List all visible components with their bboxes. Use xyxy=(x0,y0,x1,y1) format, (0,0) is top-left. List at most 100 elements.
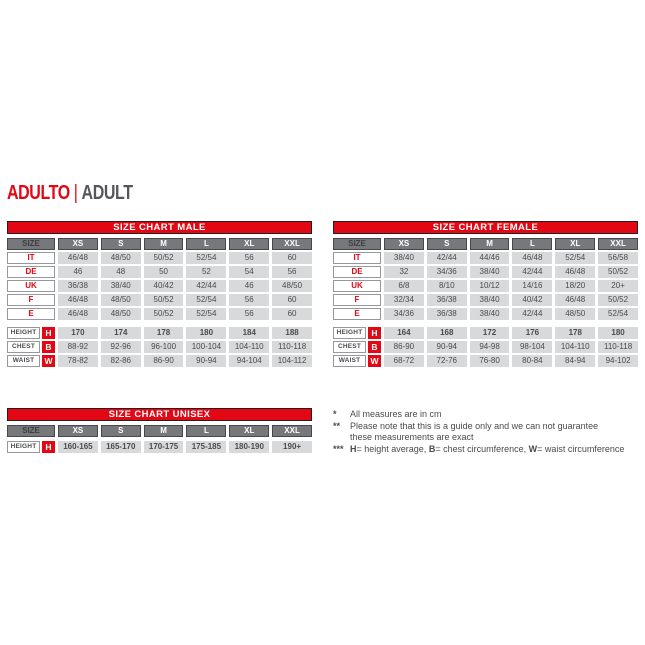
female-measure-badge-w: W xyxy=(368,355,381,367)
male-e-cell-l: 52/54 xyxy=(186,308,227,320)
female-column-header-xs: XS xyxy=(384,238,424,250)
male-measure-label-chest: CHEST xyxy=(7,341,40,353)
male-column-header-xs: XS xyxy=(58,238,98,250)
female-e-cell-xxl: 52/54 xyxy=(598,308,638,320)
male-measure-badge-h: H xyxy=(42,327,55,339)
footnote-3: *** H= height average, B= chest circumfer… xyxy=(333,444,641,456)
male-column-header-s: S xyxy=(100,238,141,250)
male-row-label-it: IT xyxy=(7,252,55,264)
female-height-cell-xxl: 180 xyxy=(598,327,638,339)
page-title-separator: | xyxy=(73,182,78,204)
female-measure-label-waist: WAIST xyxy=(333,355,366,367)
male-de-cell-s: 48 xyxy=(100,266,141,278)
size-chart-female-table: SIZE CHART FEMALE SIZE XS S M L XL XXL IT 38/40 42… xyxy=(333,221,638,367)
female-chest-cell-m: 94-98 xyxy=(469,341,510,353)
unisex-column-header-s: S xyxy=(100,425,141,437)
footnote-2: ** Please note that this is a guide only … xyxy=(333,421,641,444)
female-e-cell-m: 38/40 xyxy=(469,308,510,320)
female-de-cell-xl: 46/48 xyxy=(555,266,596,278)
female-uk-cell-xs: 6/8 xyxy=(384,280,424,292)
footnote-marker-1: * xyxy=(333,409,337,419)
male-table-title-bar: SIZE CHART MALE xyxy=(7,221,312,234)
female-row-label-f: F xyxy=(333,294,381,306)
female-measure-label-chest: CHEST xyxy=(333,341,366,353)
unisex-height-cell-l: 175-185 xyxy=(186,441,227,453)
male-waist-cell-xxl: 104-112 xyxy=(272,355,312,367)
footnote-text-2: Please note that this is a guide only an… xyxy=(350,420,599,443)
male-height-cell-xxl: 188 xyxy=(272,327,312,339)
unisex-column-header-xl: XL xyxy=(229,425,270,437)
unisex-column-header-l: L xyxy=(186,425,227,437)
male-it-cell-s: 48/50 xyxy=(100,252,141,264)
page-title-primary: ADULTO xyxy=(7,182,70,204)
female-waist-cell-l: 80-84 xyxy=(512,355,553,367)
male-chest-cell-m: 96-100 xyxy=(143,341,184,353)
female-header-grid: SIZE XS S M L XL XXL IT 38/40 42/44 44/46 46/48 52/5… xyxy=(333,238,638,320)
female-table-title-bar: SIZE CHART FEMALE xyxy=(333,221,638,234)
male-chest-cell-l: 100-104 xyxy=(186,341,227,353)
male-waist-cell-m: 86-90 xyxy=(143,355,184,367)
unisex-height-cell-xs: 160-165 xyxy=(58,441,98,453)
male-row-label-f: F xyxy=(7,294,55,306)
footnote-1: * All measures are in cm xyxy=(333,409,641,421)
female-it-cell-xxl: 56/58 xyxy=(598,252,638,264)
male-measure-label-wrap: CHEST B xyxy=(7,341,55,353)
female-column-header-s: S xyxy=(426,238,467,250)
female-it-cell-xs: 38/40 xyxy=(384,252,424,264)
female-measure-label-wrap: HEIGHT H xyxy=(333,327,381,339)
male-height-cell-m: 178 xyxy=(143,327,184,339)
male-f-cell-xl: 56 xyxy=(229,294,270,306)
unisex-height-cell-m: 170-175 xyxy=(143,441,184,453)
female-de-cell-s: 34/36 xyxy=(426,266,467,278)
female-measure-label-wrap: WAIST W xyxy=(333,355,381,367)
male-measure-label-height: HEIGHT xyxy=(7,327,40,339)
male-waist-cell-xs: 78-82 xyxy=(58,355,98,367)
male-size-header-cell: SIZE xyxy=(7,238,55,250)
male-chest-cell-s: 92-96 xyxy=(100,341,141,353)
female-measure-label-wrap: CHEST B xyxy=(333,341,381,353)
female-row-label-de: DE xyxy=(333,266,381,278)
page-title: ADULTO | ADULT xyxy=(7,182,133,205)
male-de-cell-l: 52 xyxy=(186,266,227,278)
male-height-cell-s: 174 xyxy=(100,327,141,339)
male-it-cell-xl: 56 xyxy=(229,252,270,264)
male-measure-label-wrap: WAIST W xyxy=(7,355,55,367)
female-de-cell-l: 42/44 xyxy=(512,266,553,278)
unisex-height-cell-s: 165-170 xyxy=(100,441,141,453)
male-e-cell-xl: 56 xyxy=(229,308,270,320)
unisex-column-header-m: M xyxy=(143,425,184,437)
size-chart-unisex-table: SIZE CHART UNISEX SIZE XS S M L XL XXL HEIGHT H 16… xyxy=(7,408,312,453)
male-uk-cell-xl: 46 xyxy=(229,280,270,292)
unisex-height-cell-xl: 180-190 xyxy=(229,441,270,453)
female-chest-cell-l: 98-104 xyxy=(512,341,553,353)
male-uk-cell-xs: 36/38 xyxy=(58,280,98,292)
male-height-cell-l: 180 xyxy=(186,327,227,339)
male-e-cell-s: 48/50 xyxy=(100,308,141,320)
male-waist-cell-xl: 94-104 xyxy=(229,355,270,367)
male-waist-cell-l: 90-94 xyxy=(186,355,227,367)
female-de-cell-xxl: 50/52 xyxy=(598,266,638,278)
male-measure-label-waist: WAIST xyxy=(7,355,40,367)
male-uk-cell-xxl: 48/50 xyxy=(272,280,312,292)
female-waist-cell-xl: 84-94 xyxy=(555,355,596,367)
male-f-cell-s: 48/50 xyxy=(100,294,141,306)
female-de-cell-m: 38/40 xyxy=(469,266,510,278)
male-height-cell-xs: 170 xyxy=(58,327,98,339)
female-de-cell-xs: 32 xyxy=(384,266,424,278)
female-height-cell-s: 168 xyxy=(426,327,467,339)
female-f-cell-m: 38/40 xyxy=(469,294,510,306)
female-waist-cell-m: 76-80 xyxy=(469,355,510,367)
male-measure-label-wrap: HEIGHT H xyxy=(7,327,55,339)
male-de-cell-m: 50 xyxy=(143,266,184,278)
male-f-cell-m: 50/52 xyxy=(143,294,184,306)
female-chest-cell-s: 90-94 xyxy=(426,341,467,353)
female-it-cell-s: 42/44 xyxy=(426,252,467,264)
unisex-measure-label-wrap: HEIGHT H xyxy=(7,441,55,453)
size-chart-male-table: SIZE CHART MALE SIZE XS S M L XL XXL IT 46/48 48/5… xyxy=(7,221,312,367)
female-uk-cell-l: 14/16 xyxy=(512,280,553,292)
male-uk-cell-s: 38/40 xyxy=(100,280,141,292)
female-measure-label-height: HEIGHT xyxy=(333,327,366,339)
female-e-cell-xl: 48/50 xyxy=(555,308,596,320)
male-column-header-m: M xyxy=(143,238,184,250)
female-e-cell-l: 42/44 xyxy=(512,308,553,320)
